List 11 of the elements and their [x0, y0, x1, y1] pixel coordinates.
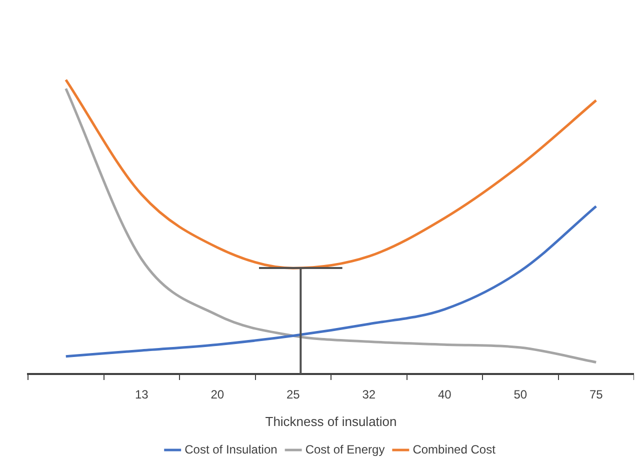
x-tick-label: 75: [589, 388, 604, 402]
x-tick-label: 20: [210, 388, 224, 402]
x-tick-label: 32: [362, 388, 376, 402]
legend-label: Combined Cost: [412, 442, 496, 456]
x-tick-label: 25: [286, 388, 300, 402]
legend-label: Cost of Insulation: [184, 442, 278, 456]
legend-label: Cost of Energy: [305, 442, 385, 456]
x-tick-label: 40: [438, 388, 452, 402]
x-tick-label: 50: [514, 388, 528, 402]
x-tick-label: 13: [134, 388, 149, 402]
x-axis-title: Thickness of insulation: [265, 414, 397, 429]
